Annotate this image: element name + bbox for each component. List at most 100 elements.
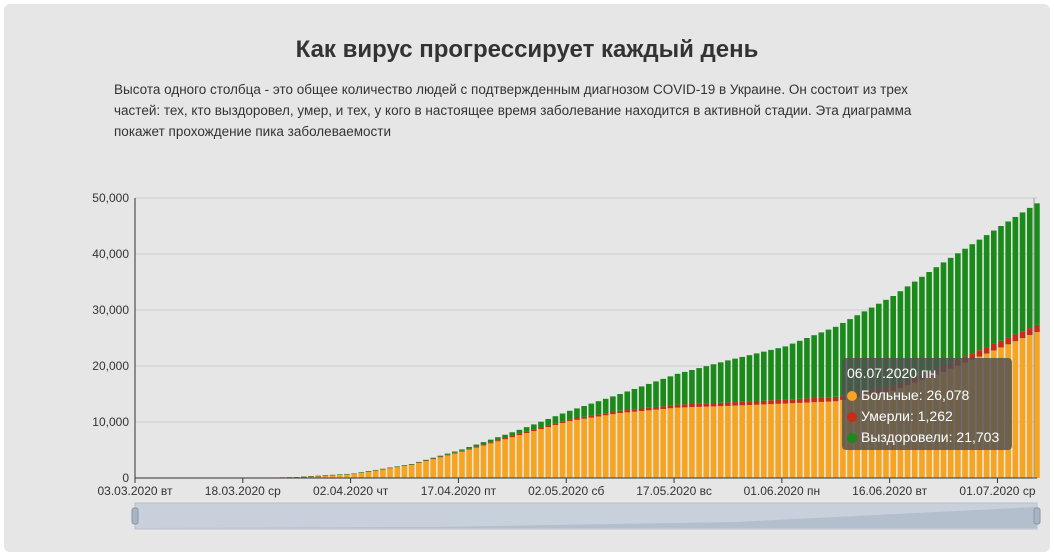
bar-active[interactable] bbox=[301, 476, 307, 478]
bar-active[interactable] bbox=[451, 453, 458, 478]
bar-active[interactable] bbox=[602, 415, 609, 478]
bar-active[interactable] bbox=[430, 459, 437, 478]
bar-recovered[interactable] bbox=[552, 416, 559, 424]
bar-deaths[interactable] bbox=[761, 400, 767, 405]
bar-active[interactable] bbox=[401, 465, 408, 478]
bar-recovered[interactable] bbox=[531, 424, 537, 430]
bar-recovered[interactable] bbox=[538, 421, 544, 428]
bar-deaths[interactable] bbox=[595, 414, 602, 417]
bar-active[interactable] bbox=[466, 449, 472, 478]
bar-deaths[interactable] bbox=[811, 398, 817, 403]
bar-recovered[interactable] bbox=[610, 396, 616, 412]
bar-recovered[interactable] bbox=[746, 355, 753, 402]
bar-active[interactable] bbox=[322, 475, 329, 478]
bar-deaths[interactable] bbox=[617, 410, 623, 414]
bar-deaths[interactable] bbox=[689, 404, 695, 408]
bar-recovered[interactable] bbox=[962, 248, 968, 357]
bar-deaths[interactable] bbox=[1034, 324, 1040, 332]
bar-active[interactable] bbox=[502, 439, 508, 478]
bar-deaths[interactable] bbox=[710, 403, 717, 407]
bar-deaths[interactable] bbox=[667, 405, 674, 409]
bar-recovered[interactable] bbox=[444, 453, 451, 455]
bar-active[interactable] bbox=[610, 414, 616, 478]
bar-deaths[interactable] bbox=[538, 427, 544, 430]
data-zoom-slider[interactable] bbox=[131, 502, 1041, 530]
bar-active[interactable] bbox=[574, 419, 580, 478]
bar-recovered[interactable] bbox=[732, 358, 738, 403]
bar-recovered[interactable] bbox=[861, 311, 868, 392]
bar-recovered[interactable] bbox=[847, 319, 853, 394]
bar-recovered[interactable] bbox=[574, 408, 580, 418]
bar-active[interactable] bbox=[408, 464, 415, 478]
bar-deaths[interactable] bbox=[559, 421, 566, 424]
bar-recovered[interactable] bbox=[617, 394, 623, 411]
bar-active[interactable] bbox=[387, 468, 393, 478]
bar-active[interactable] bbox=[523, 433, 530, 478]
bar-active[interactable] bbox=[796, 402, 803, 478]
bar-active[interactable] bbox=[1034, 331, 1040, 478]
bar-deaths[interactable] bbox=[1026, 328, 1033, 336]
bar-active[interactable] bbox=[308, 476, 314, 478]
bar-deaths[interactable] bbox=[523, 431, 530, 434]
bar-recovered[interactable] bbox=[322, 475, 329, 476]
bar-active[interactable] bbox=[753, 404, 760, 478]
bar-recovered[interactable] bbox=[696, 368, 702, 404]
bar-active[interactable] bbox=[416, 462, 422, 478]
bar-recovered[interactable] bbox=[336, 474, 343, 475]
bar-deaths[interactable] bbox=[293, 477, 300, 478]
zoom-handle-left[interactable] bbox=[131, 507, 139, 525]
bar-recovered[interactable] bbox=[624, 391, 631, 411]
bar-recovered[interactable] bbox=[818, 332, 825, 398]
bar-recovered[interactable] bbox=[926, 272, 932, 372]
bar-active[interactable] bbox=[423, 460, 429, 478]
bar-active[interactable] bbox=[473, 447, 480, 478]
bar-deaths[interactable] bbox=[473, 446, 480, 448]
bar-recovered[interactable] bbox=[473, 444, 480, 447]
bar-active[interactable] bbox=[351, 473, 357, 478]
bar-recovered[interactable] bbox=[545, 418, 551, 426]
bar-recovered[interactable] bbox=[947, 257, 954, 363]
bar-recovered[interactable] bbox=[495, 437, 501, 441]
bar-deaths[interactable] bbox=[703, 403, 710, 407]
bar-active[interactable] bbox=[365, 471, 372, 478]
bar-deaths[interactable] bbox=[825, 397, 832, 402]
bar-active[interactable] bbox=[689, 407, 695, 478]
bar-recovered[interactable] bbox=[832, 326, 839, 397]
bar-recovered[interactable] bbox=[638, 386, 645, 409]
bar-recovered[interactable] bbox=[955, 253, 961, 360]
bar-deaths[interactable] bbox=[998, 340, 1004, 348]
bar-deaths[interactable] bbox=[416, 462, 422, 463]
bar-active[interactable] bbox=[566, 420, 573, 478]
bar-active[interactable] bbox=[394, 466, 401, 478]
bar-deaths[interactable] bbox=[516, 433, 523, 436]
bar-recovered[interactable] bbox=[602, 398, 609, 414]
bar-deaths[interactable] bbox=[796, 398, 803, 403]
bar-recovered[interactable] bbox=[681, 371, 688, 405]
bar-deaths[interactable] bbox=[466, 448, 472, 450]
bar-recovered[interactable] bbox=[566, 410, 573, 420]
bar-recovered[interactable] bbox=[890, 296, 896, 386]
bar-deaths[interactable] bbox=[1012, 334, 1019, 342]
bar-deaths[interactable] bbox=[991, 343, 997, 351]
bar-active[interactable] bbox=[545, 427, 551, 478]
bar-recovered[interactable] bbox=[825, 329, 832, 398]
bar-recovered[interactable] bbox=[710, 364, 717, 404]
bar-recovered[interactable] bbox=[451, 451, 458, 453]
bar-active[interactable] bbox=[681, 407, 688, 478]
bar-deaths[interactable] bbox=[408, 464, 415, 465]
bar-deaths[interactable] bbox=[480, 444, 487, 446]
bar-deaths[interactable] bbox=[660, 406, 666, 409]
bar-recovered[interactable] bbox=[976, 239, 983, 351]
bar-recovered[interactable] bbox=[372, 469, 379, 471]
bar-deaths[interactable] bbox=[430, 458, 437, 460]
bar-recovered[interactable] bbox=[897, 291, 904, 383]
bar-recovered[interactable] bbox=[588, 403, 595, 416]
bar-active[interactable] bbox=[696, 406, 702, 478]
bar-deaths[interactable] bbox=[753, 401, 760, 405]
bar-deaths[interactable] bbox=[495, 440, 501, 442]
bar-recovered[interactable] bbox=[998, 226, 1004, 341]
bar-deaths[interactable] bbox=[451, 452, 458, 454]
bar-recovered[interactable] bbox=[416, 461, 422, 463]
bar-deaths[interactable] bbox=[423, 460, 429, 461]
bar-active[interactable] bbox=[480, 445, 487, 478]
